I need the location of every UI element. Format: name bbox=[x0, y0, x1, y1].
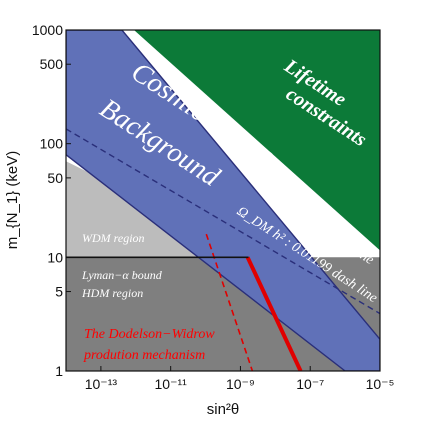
region-lifetime bbox=[134, 30, 380, 251]
line-omega-solid bbox=[245, 256, 303, 371]
y-tick-label: 1 bbox=[55, 363, 63, 379]
x-tick-label: 10⁻⁵ bbox=[366, 376, 395, 392]
plot-area: Lifetime constraints Cosmic X rays Backg… bbox=[66, 30, 380, 371]
region-xray bbox=[66, 30, 380, 371]
x-tick-label: 10⁻¹³ bbox=[85, 376, 118, 392]
y-axis: 1 5 10 50 100 500 1000 bbox=[32, 22, 71, 379]
line-layer bbox=[66, 128, 380, 371]
plot-frame bbox=[65, 29, 381, 372]
dw-label-line2: prodution mechanism bbox=[83, 348, 205, 363]
x-axis: 10⁻¹³ 10⁻¹¹ 10⁻⁹ 10⁻⁷ 10⁻⁵ bbox=[85, 366, 395, 392]
x-tick-label: 10⁻⁹ bbox=[226, 376, 255, 392]
x-tick-label: 10⁻¹¹ bbox=[155, 376, 188, 392]
x-axis-title: sin²θ bbox=[207, 401, 240, 418]
y-axis-title: m_{N_1} (keV) bbox=[4, 151, 21, 249]
y-tick-label: 100 bbox=[40, 136, 64, 152]
y-tick-label: 5 bbox=[55, 284, 63, 300]
dw-label-line1: The Dodelson−Widrow bbox=[84, 327, 215, 342]
wdm-region-label: WDM region bbox=[82, 231, 145, 245]
y-tick-label: 1000 bbox=[32, 22, 63, 38]
lyman-label-line2: HDM region bbox=[81, 286, 143, 300]
x-tick-label: 10⁻⁷ bbox=[296, 376, 324, 392]
y-tick-label: 50 bbox=[47, 170, 63, 186]
lyman-label-line1: Lyman−α bound bbox=[81, 268, 163, 282]
y-tick-label: 10 bbox=[47, 249, 63, 265]
region-layer bbox=[66, 30, 380, 371]
line-dm-dash bbox=[66, 128, 380, 315]
y-tick-label: 500 bbox=[40, 56, 64, 72]
